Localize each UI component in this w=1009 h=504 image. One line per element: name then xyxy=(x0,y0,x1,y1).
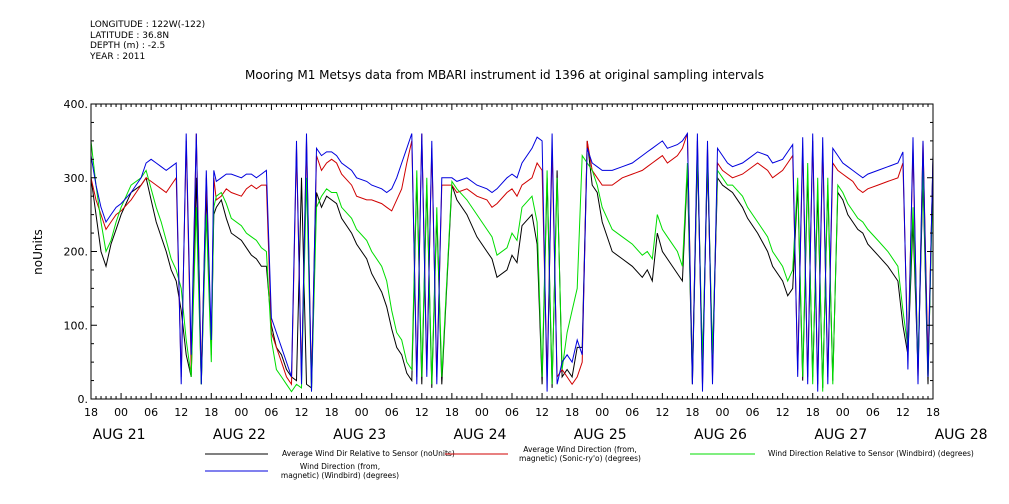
year-label: YEAR : 2011 xyxy=(90,51,146,62)
x-tick-label: 06 xyxy=(264,406,278,419)
x-tick-label: 00 xyxy=(114,406,128,419)
x-tick-label: 00 xyxy=(836,406,850,419)
x-tick-label: 00 xyxy=(234,406,248,419)
x-date-label: AUG 24 xyxy=(453,427,506,443)
depth-label: DEPTH (m) : -2.5 xyxy=(90,41,166,51)
x-tick-label: 00 xyxy=(716,406,730,419)
y-tick-label: 200. xyxy=(64,246,89,259)
x-tick-label: 18 xyxy=(325,406,339,419)
x-tick-label: 18 xyxy=(926,406,940,419)
x-tick-label: 12 xyxy=(295,406,309,419)
x-date-label: AUG 27 xyxy=(814,427,867,443)
x-tick-label: 06 xyxy=(746,406,760,419)
axis-ticks-group xyxy=(90,103,934,400)
series-line-3 xyxy=(90,140,934,393)
y-axis-title: noUnits xyxy=(31,229,45,275)
x-tick-label: 12 xyxy=(174,406,188,419)
metadata-block: LONGITUDE : 122W(-122) LATITUDE : 36.8N … xyxy=(90,20,205,62)
x-tick-label: 00 xyxy=(355,406,369,419)
x-tick-label: 18 xyxy=(445,406,459,419)
legend-entry-1: Average Wind Dir Relative to Sensor (noU… xyxy=(282,449,455,458)
x-tick-label: 06 xyxy=(505,406,519,419)
x-date-label: AUG 23 xyxy=(333,427,386,443)
x-date-label: AUG 25 xyxy=(574,427,627,443)
y-tick-label: 0. xyxy=(78,393,89,406)
x-tick-label: 06 xyxy=(144,406,158,419)
x-tick-label: 12 xyxy=(776,406,790,419)
x-tick-label: 18 xyxy=(685,406,699,419)
x-date-label: AUG 28 xyxy=(935,427,988,443)
x-tick-label: 18 xyxy=(84,406,98,419)
y-tick-label: 300. xyxy=(64,172,89,185)
legend-entry-4: Wind Direction (from, magnetic) (Windbird… xyxy=(281,462,399,480)
x-date-label: AUG 22 xyxy=(213,427,266,443)
x-tick-label: 12 xyxy=(655,406,669,419)
chart-title: Mooring M1 Metsys data from MBARI instru… xyxy=(245,68,764,82)
y-tick-label: 400. xyxy=(64,98,89,111)
x-tick-label: 18 xyxy=(565,406,579,419)
series-line-4 xyxy=(90,131,934,392)
x-tick-label: 12 xyxy=(535,406,549,419)
y-tick-label: 100. xyxy=(64,319,89,332)
x-tick-label: 06 xyxy=(625,406,639,419)
x-tick-label: 18 xyxy=(204,406,218,419)
x-date-label: AUG 21 xyxy=(93,427,146,443)
x-tick-label: 12 xyxy=(415,406,429,419)
legend-entry-3: Wind Direction Relative to Sensor (Windb… xyxy=(768,449,974,458)
x-tick-label: 00 xyxy=(475,406,489,419)
x-tick-label: 00 xyxy=(595,406,609,419)
x-tick-label: 06 xyxy=(385,406,399,419)
x-date-label: AUG 26 xyxy=(694,427,747,443)
x-tick-label: 06 xyxy=(866,406,880,419)
x-tick-label: 12 xyxy=(896,406,910,419)
longitude-label: LONGITUDE : 122W(-122) xyxy=(90,20,206,30)
legend-entry-2: Average Wind Direction (from, magnetic) (… xyxy=(519,445,641,463)
plot-series-group xyxy=(90,131,934,393)
legend: Average Wind Dir Relative to Sensor (noU… xyxy=(205,445,974,480)
x-tick-label: 18 xyxy=(806,406,820,419)
latitude-label: LATITUDE : 36.8N xyxy=(90,30,170,41)
axis-labels-group: 0. 100. 200. 300. 400. 18 00 06 12 18 00 06 12 18 00 06… xyxy=(64,98,988,443)
